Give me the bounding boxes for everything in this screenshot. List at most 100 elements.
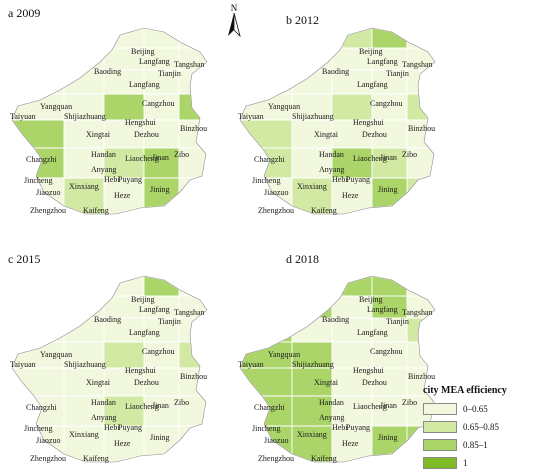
city-label: Cangzhou — [370, 347, 402, 356]
city-label: Xingtai — [314, 130, 339, 139]
city-label: Heze — [114, 439, 131, 448]
city-label: Jiaozuo — [264, 436, 288, 445]
city-label: Yangquan — [40, 350, 72, 359]
map-panel-2012: Beijing Tangshan Langfang Tianjin Baoding Lan… — [232, 2, 497, 222]
city-label: Xingtai — [314, 378, 339, 387]
city-label: Changzhi — [254, 403, 285, 412]
map-panel-2018: Beijing Tangshan Langfang Tianjin Baoding Lan… — [232, 250, 497, 470]
city-label: Liaocheng — [125, 402, 159, 411]
city-label: Handan — [91, 150, 116, 159]
city-label: Jining — [378, 433, 398, 442]
city-label: Handan — [319, 150, 344, 159]
city-label: Hengshui — [125, 118, 156, 127]
city-label: Tangshan — [402, 308, 433, 317]
city-label: Jincheng — [252, 424, 280, 433]
city-label: Cangzhou — [142, 99, 174, 108]
city-label: Handan — [91, 398, 116, 407]
city-label: Zibo — [402, 398, 417, 407]
panel-label-2012: b 2012 — [286, 13, 319, 27]
city-label: Tianjin — [386, 69, 409, 78]
city-label: Taiyuan — [238, 360, 264, 369]
map-outline — [239, 27, 436, 215]
map-region — [406, 317, 427, 343]
city-label: Jincheng — [24, 176, 52, 185]
map-region — [406, 177, 425, 194]
map-region — [178, 341, 201, 369]
city-label: Dezhou — [134, 378, 159, 387]
city-label: Puyang — [346, 423, 370, 432]
panel-label-2018: d 2018 — [286, 252, 319, 266]
north-arrow: N — [224, 2, 244, 38]
city-label: Langfang — [129, 80, 160, 89]
city-label: Cangzhou — [370, 99, 402, 108]
city-label: Hengshui — [125, 366, 156, 375]
city-label: Baoding — [94, 67, 121, 76]
city-label: Beijing — [131, 295, 155, 304]
city-label: Baoding — [322, 67, 349, 76]
city-label: Liaocheng — [125, 154, 159, 163]
city-label: Zhengzhou — [258, 206, 294, 215]
city-label: Langfang — [367, 305, 398, 314]
map-region — [239, 367, 293, 397]
city-label: Jiaozuo — [36, 436, 60, 445]
legend-item: 0.65–0.85 — [423, 421, 547, 435]
city-label: Jincheng — [24, 424, 52, 433]
city-label: Beijing — [359, 295, 383, 304]
map-panel-2015: Beijing Tangshan Langfang Tianjin Baoding Lan… — [4, 250, 269, 470]
city-label: Taiyuan — [10, 112, 36, 121]
legend-item: 1 — [423, 457, 547, 471]
north-letter: N — [231, 3, 238, 13]
city-label: Kaifeng — [311, 206, 337, 215]
map-outline — [239, 275, 436, 463]
map-region — [178, 317, 199, 343]
city-label: Changzhi — [254, 155, 285, 164]
legend-label: 0–0.65 — [463, 404, 488, 414]
city-label: Langfang — [357, 328, 388, 337]
city-label: Jinan — [152, 401, 169, 410]
city-label: Baoding — [322, 315, 349, 324]
city-label: Heze — [342, 191, 359, 200]
map-region — [331, 341, 373, 369]
city-label: Yangquan — [268, 102, 300, 111]
city-label: Taiyuan — [238, 112, 264, 121]
city-label: Langfang — [139, 57, 170, 66]
city-label: Beijing — [131, 47, 155, 56]
city-label: Heze — [114, 191, 131, 200]
panel-label-2015: c 2015 — [8, 252, 41, 266]
city-label: Xingtai — [86, 130, 111, 139]
city-label: Hebi — [332, 423, 348, 432]
city-label: Langfang — [357, 80, 388, 89]
map-region — [331, 93, 373, 121]
city-label: Jinan — [380, 153, 397, 162]
north-arrow-icon: N — [228, 3, 241, 38]
city-label: Hebi — [104, 423, 120, 432]
city-label: Tianjin — [158, 69, 181, 78]
map-outline — [11, 275, 208, 463]
map-2018: Beijing Tangshan Langfang Tianjin Baoding Lan… — [238, 275, 436, 463]
city-label: Hengshui — [353, 118, 384, 127]
map-panel-2009: Beijing Tangshan Langfang Tianjin Baoding Lan… — [4, 2, 269, 222]
map-region — [239, 119, 293, 149]
legend-swatch — [423, 439, 457, 451]
city-label: Kaifeng — [83, 206, 109, 215]
city-label: Jining — [150, 185, 170, 194]
city-label: Xingtai — [86, 378, 111, 387]
map-region — [178, 177, 197, 194]
city-label: Xinxiang — [69, 430, 99, 439]
city-label: Tangshan — [174, 308, 205, 317]
legend-swatch — [423, 457, 457, 469]
map-region — [112, 275, 145, 297]
city-label: Yangquan — [40, 102, 72, 111]
legend: city MEA efficiency 0–0.65 0.65–0.85 0.8… — [423, 385, 547, 471]
city-label: Dezhou — [362, 378, 387, 387]
map-2009: Beijing Tangshan Langfang Tianjin Baoding Lan… — [10, 27, 208, 215]
map-region — [178, 93, 201, 121]
map-region — [178, 69, 199, 95]
city-label: Tangshan — [402, 60, 433, 69]
city-label: Hengshui — [353, 366, 384, 375]
city-label: Puyang — [118, 175, 142, 184]
city-label: Zhengzhou — [30, 206, 66, 215]
city-label: Changzhi — [26, 155, 57, 164]
city-label: Beijing — [359, 47, 383, 56]
legend-item: 0–0.65 — [423, 403, 547, 417]
